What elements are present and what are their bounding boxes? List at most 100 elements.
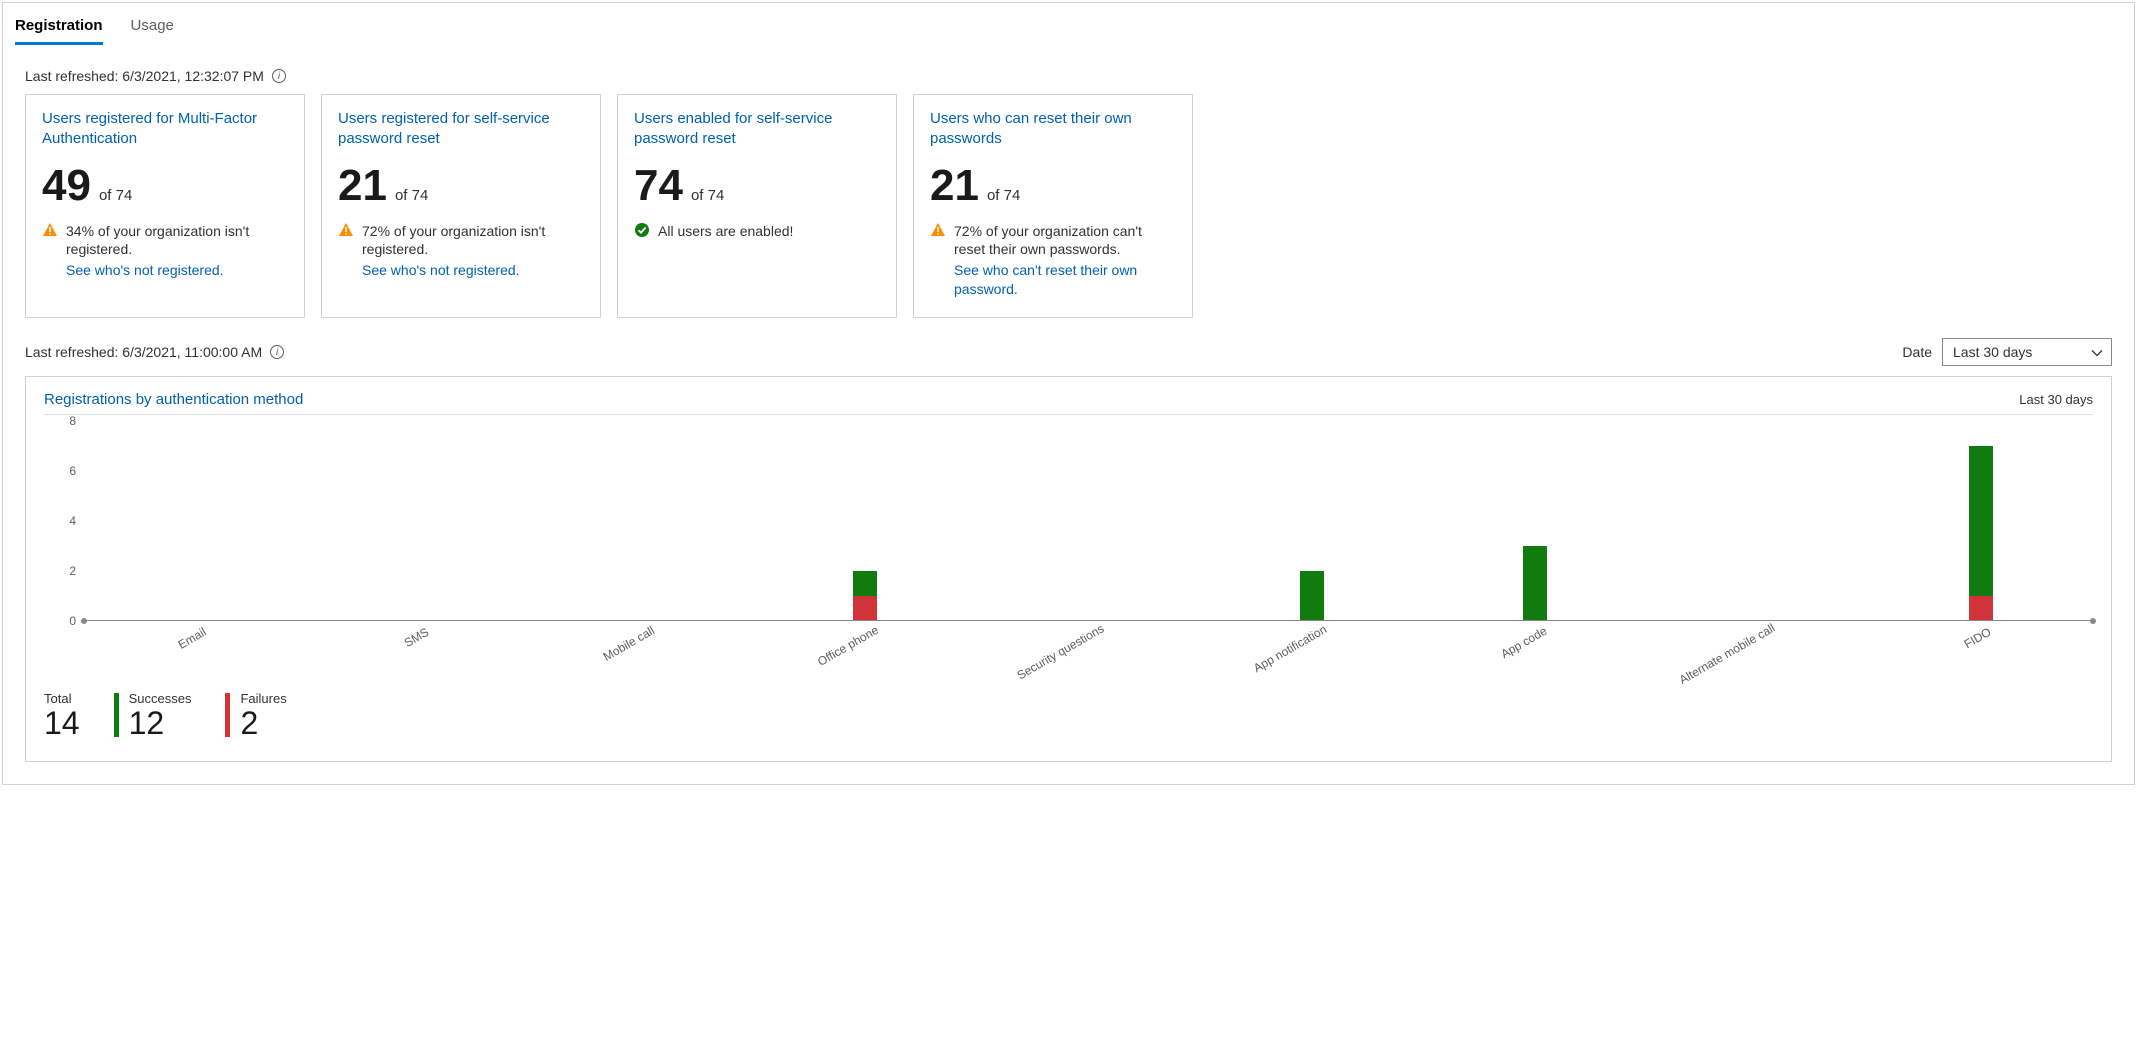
card-status-row: 72% of your organization can't reset the… (930, 222, 1176, 300)
tab-registration[interactable]: Registration (15, 11, 103, 45)
info-icon[interactable]: i (270, 345, 284, 359)
chart-panel: Registrations by authentication method L… (25, 376, 2112, 762)
bar-stack[interactable] (1300, 571, 1324, 621)
legend-failure-swatch (225, 693, 230, 737)
bar-segment-failure (1969, 596, 1993, 621)
chart-baseline (84, 620, 2093, 621)
chart-header: Registrations by authentication method L… (44, 391, 2093, 415)
bar-slot: Office phone (754, 421, 977, 621)
card-title[interactable]: Users registered for self-service passwo… (338, 109, 584, 150)
card-title[interactable]: Users enabled for self-service password … (634, 109, 880, 150)
refresh-date-row: Last refreshed: 6/3/2021, 11:00:00 AM i … (25, 338, 2112, 366)
legend-failure-value: 2 (240, 706, 286, 741)
card-metric-value: 74 (634, 164, 683, 208)
legend-total-label: Total (44, 691, 80, 706)
bar-slot: Alternate mobile call (1647, 421, 1870, 621)
legend-successes: Successes 12 (114, 691, 192, 741)
bar-slot: SMS (307, 421, 530, 621)
bar-segment-failure (853, 596, 877, 621)
y-tick-label: 6 (69, 464, 76, 478)
card-status-text: 34% of your organization isn't registere… (66, 223, 249, 258)
summary-card: Users registered for self-service passwo… (321, 94, 601, 318)
chart-y-axis: 02468 (44, 421, 84, 621)
chart-title[interactable]: Registrations by authentication method (44, 391, 303, 408)
x-tick-label: Mobile call (601, 623, 657, 663)
y-tick-label: 2 (69, 564, 76, 578)
card-status-row: All users are enabled! (634, 222, 880, 241)
warning-triangle-icon (42, 222, 58, 238)
card-metric-value: 21 (338, 164, 387, 208)
date-picker: Date Last 30 days (1902, 338, 2112, 366)
refresh-timestamp-chart: Last refreshed: 6/3/2021, 11:00:00 AM (25, 344, 262, 360)
legend-total: Total 14 (44, 691, 80, 741)
bar-segment-success (853, 571, 877, 596)
date-range-selected: Last 30 days (1953, 344, 2032, 360)
card-status-link[interactable]: See who can't reset their own password. (954, 261, 1176, 299)
card-metric-of: of 74 (99, 187, 132, 204)
x-tick-label: App notification (1251, 622, 1329, 675)
y-tick-label: 4 (69, 514, 76, 528)
y-tick-label: 8 (69, 414, 76, 428)
x-tick-label: Security questions (1015, 621, 1107, 682)
chart-range-label: Last 30 days (2019, 392, 2093, 407)
tab-bar: Registration Usage (3, 3, 2134, 46)
content-area: Last refreshed: 6/3/2021, 12:32:07 PM i … (3, 46, 2134, 784)
date-range-select[interactable]: Last 30 days (1942, 338, 2112, 366)
chevron-down-icon (2091, 346, 2103, 358)
card-status-text: All users are enabled! (658, 223, 793, 239)
card-title[interactable]: Users who can reset their own passwords (930, 109, 1176, 150)
bar-slot: Email (84, 421, 307, 621)
x-tick-label: Email (175, 625, 208, 652)
legend-success-swatch (114, 693, 119, 737)
refresh-timestamp-cards: Last refreshed: 6/3/2021, 12:32:07 PM (25, 68, 264, 84)
x-tick-label: App code (1498, 624, 1549, 661)
card-metric-of: of 74 (395, 187, 428, 204)
bar-slot: FIDO (1870, 421, 2093, 621)
check-circle-icon (634, 222, 650, 238)
bar-stack[interactable] (853, 571, 877, 621)
legend-total-value: 14 (44, 706, 80, 741)
bar-slot: App code (1423, 421, 1646, 621)
card-status-link[interactable]: See who's not registered. (66, 261, 288, 280)
bar-segment-success (1300, 571, 1324, 621)
legend-failures: Failures 2 (225, 691, 286, 741)
info-icon[interactable]: i (272, 69, 286, 83)
bar-stack[interactable] (1523, 546, 1547, 621)
card-metric: 21 of 74 (338, 164, 584, 208)
summary-card: Users who can reset their own passwords 2… (913, 94, 1193, 318)
tab-usage[interactable]: Usage (131, 11, 174, 45)
warning-triangle-icon (930, 222, 946, 238)
card-metric: 49 of 74 (42, 164, 288, 208)
card-title[interactable]: Users registered for Multi-Factor Authen… (42, 109, 288, 150)
chart-legend-footer: Total 14 Successes 12 Failures 2 (44, 691, 2093, 741)
card-metric-value: 49 (42, 164, 91, 208)
summary-card: Users enabled for self-service password … (617, 94, 897, 318)
chart-plot-area: 02468 EmailSMSMobile callOffice phoneSec… (84, 421, 2093, 621)
card-status-link[interactable]: See who's not registered. (362, 261, 584, 280)
page-frame: Registration Usage Last refreshed: 6/3/2… (2, 2, 2135, 785)
summary-card: Users registered for Multi-Factor Authen… (25, 94, 305, 318)
warning-triangle-icon (338, 222, 354, 238)
bar-segment-success (1969, 446, 1993, 596)
date-picker-label: Date (1902, 344, 1932, 360)
legend-success-label: Successes (129, 691, 192, 706)
bar-slot: App notification (1200, 421, 1423, 621)
refresh-row-cards: Last refreshed: 6/3/2021, 12:32:07 PM i (25, 68, 2112, 84)
bar-slot: Security questions (977, 421, 1200, 621)
x-tick-label: Alternate mobile call (1677, 621, 1778, 687)
bar-stack[interactable] (1969, 446, 1993, 621)
card-status-text: 72% of your organization can't reset the… (954, 223, 1142, 258)
card-metric: 74 of 74 (634, 164, 880, 208)
bar-slot: Mobile call (530, 421, 753, 621)
card-status-row: 34% of your organization isn't registere… (42, 222, 288, 281)
card-status-text: 72% of your organization isn't registere… (362, 223, 545, 258)
card-metric-of: of 74 (987, 187, 1020, 204)
chart-bars: EmailSMSMobile callOffice phoneSecurity … (84, 421, 2093, 621)
card-status-row: 72% of your organization isn't registere… (338, 222, 584, 281)
bar-segment-success (1523, 546, 1547, 621)
card-metric-of: of 74 (691, 187, 724, 204)
y-tick-label: 0 (69, 614, 76, 628)
summary-cards: Users registered for Multi-Factor Authen… (25, 94, 2112, 318)
refresh-row-chart: Last refreshed: 6/3/2021, 11:00:00 AM i (25, 344, 284, 360)
card-metric: 21of 74 (930, 164, 1176, 208)
